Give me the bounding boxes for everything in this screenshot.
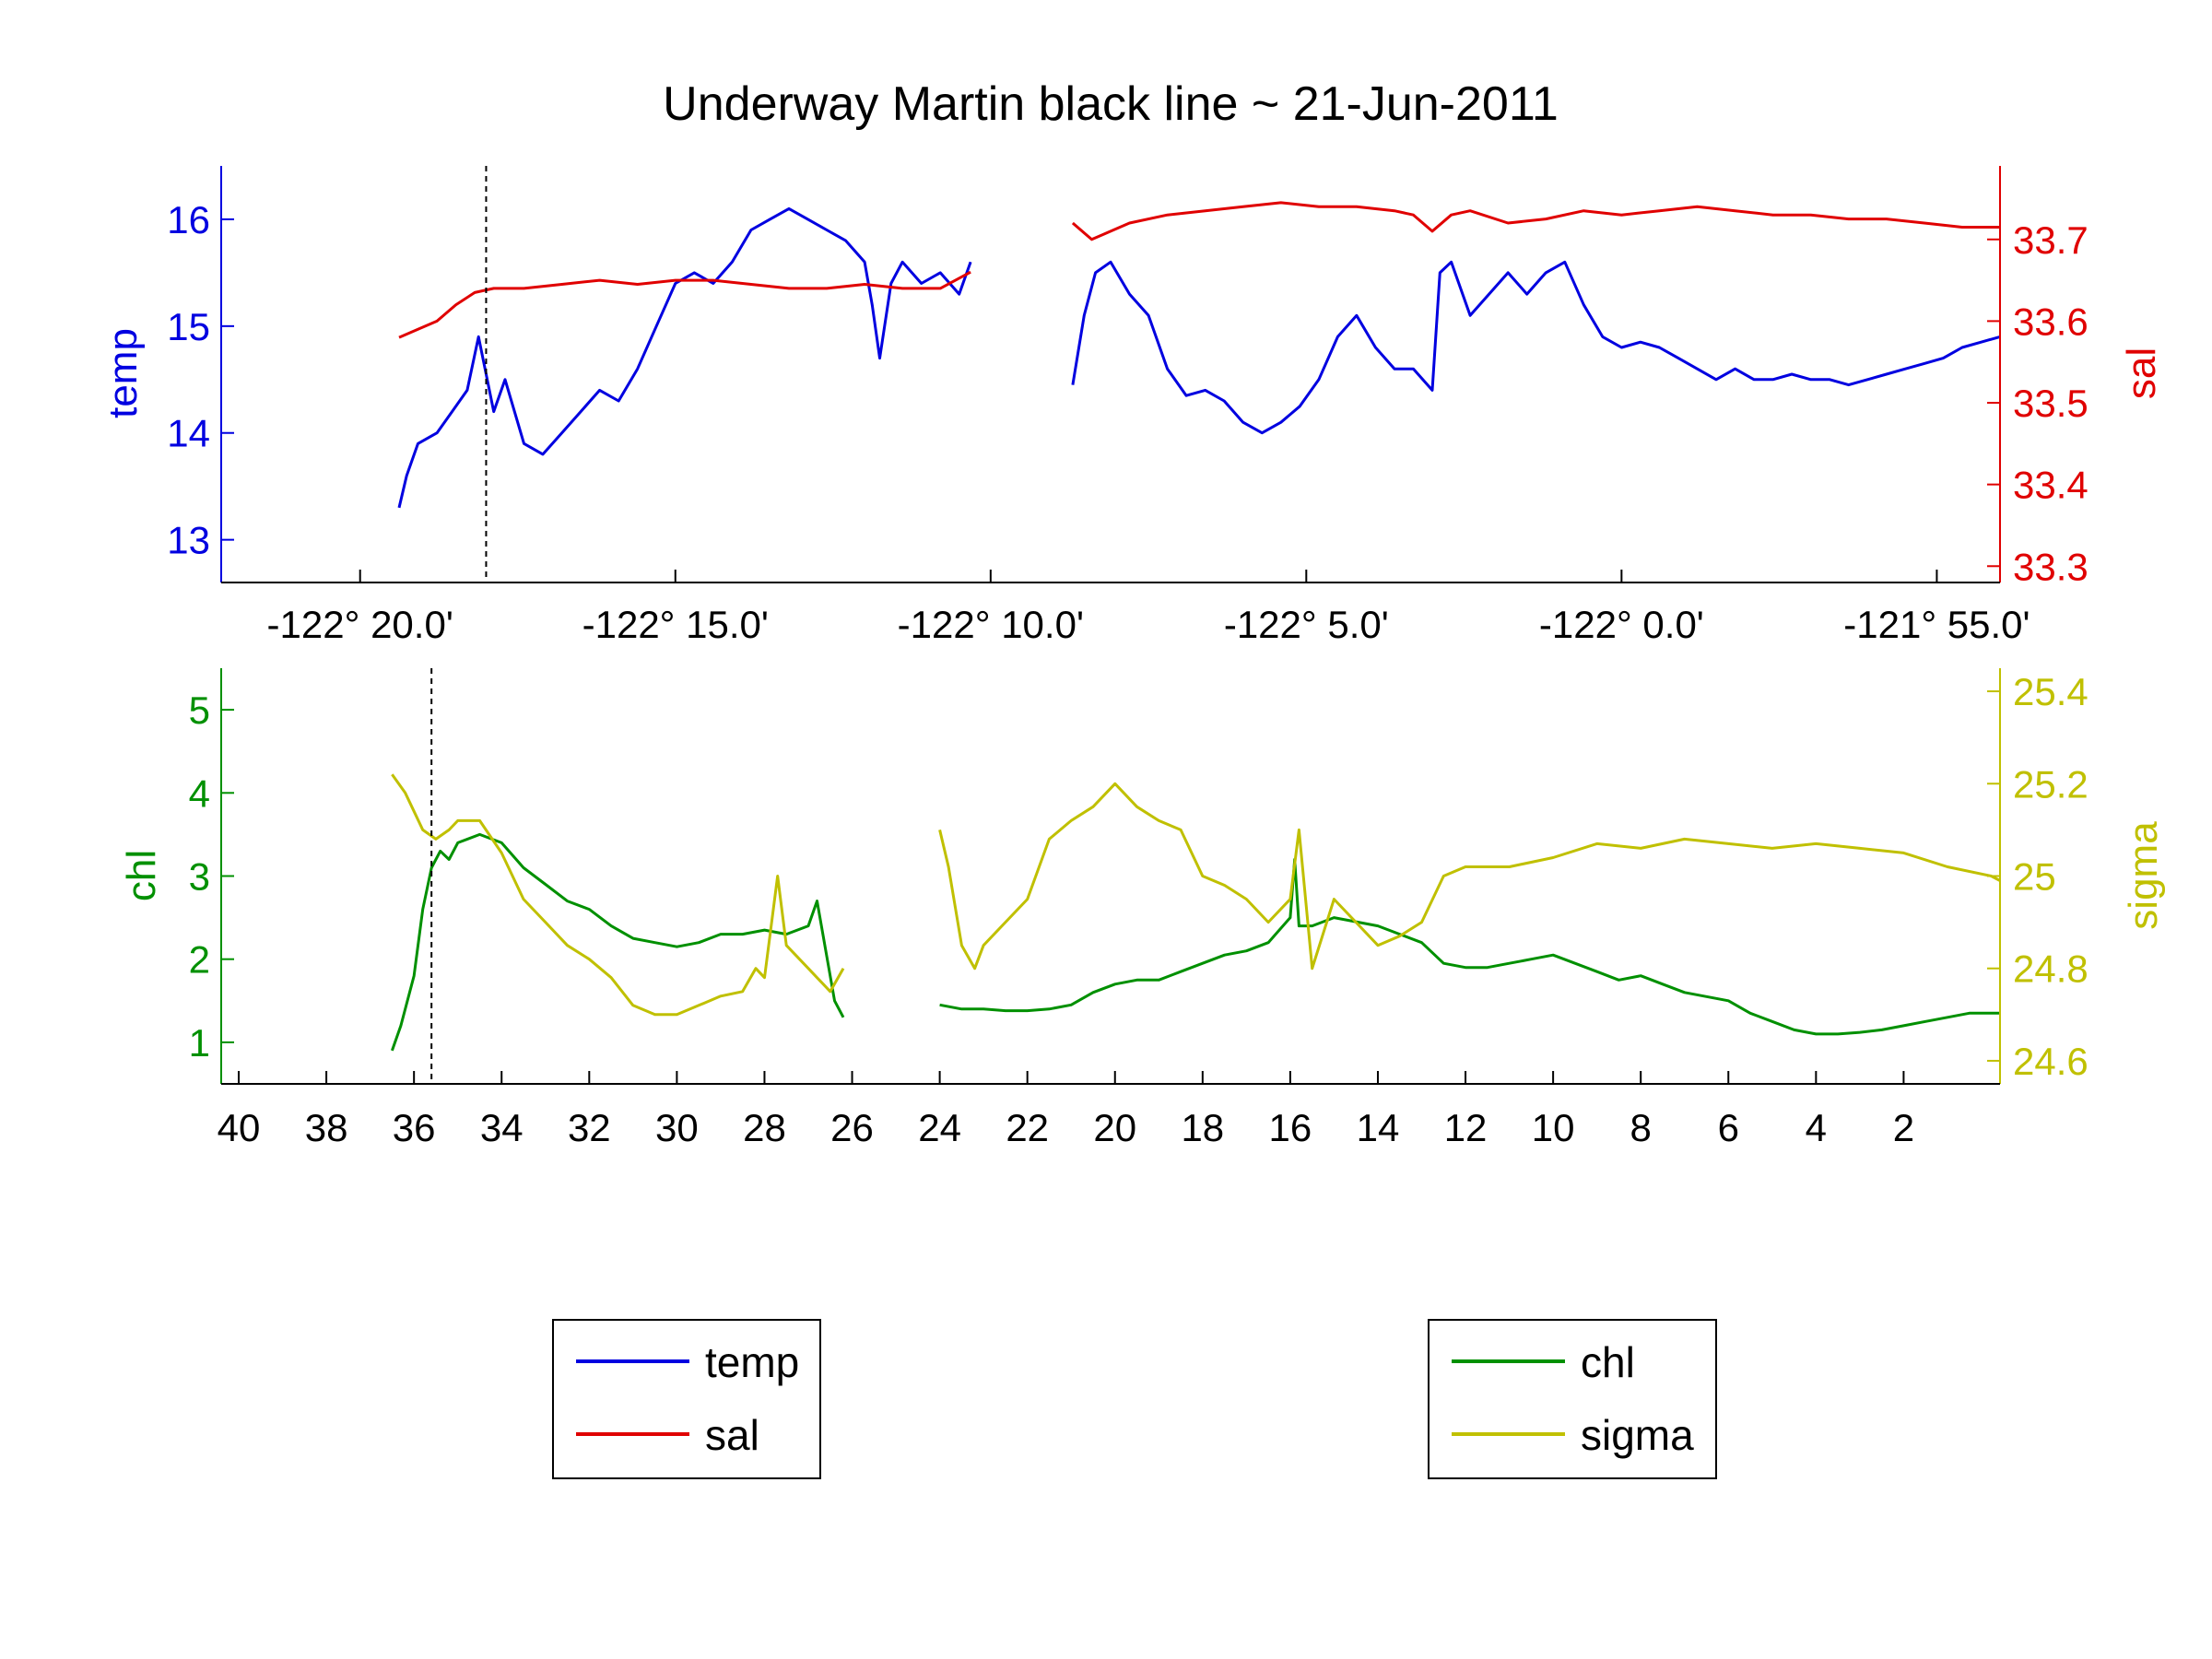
x-tick-label: 20 bbox=[1093, 1106, 1136, 1149]
temp-axis-label: temp bbox=[100, 328, 146, 418]
x-tick-label: 38 bbox=[305, 1106, 348, 1149]
x-tick-label: -122° 0.0' bbox=[1539, 603, 1704, 646]
legend-chl-sigma: chl sigma bbox=[1428, 1319, 1717, 1479]
legend-box bbox=[1428, 1319, 1717, 1479]
legend-temp-sal: temp sal bbox=[552, 1319, 821, 1479]
left-y-tick-label: 5 bbox=[189, 688, 210, 732]
x-tick-label: 2 bbox=[1893, 1106, 1914, 1149]
x-tick-label: 10 bbox=[1532, 1106, 1575, 1149]
right-y-tick-label: 25.2 bbox=[2013, 762, 2088, 806]
top-panel: -122° 20.0' -122° 15.0' -122° 10.0' -122° 5… bbox=[100, 166, 2164, 646]
x-tick-label: 28 bbox=[743, 1106, 786, 1149]
right-y-tick-label: 24.8 bbox=[2013, 947, 2088, 991]
right-y-tick-label: 33.3 bbox=[2013, 545, 2088, 588]
chl-series-line-1 bbox=[390, 832, 845, 1052]
x-tick-label: 8 bbox=[1630, 1106, 1652, 1149]
right-y-tick-label: 33.7 bbox=[2013, 218, 2088, 262]
left-y-tick-label: 4 bbox=[189, 771, 210, 815]
left-y-tick-label: 14 bbox=[167, 412, 210, 455]
x-tick-label: -122° 15.0' bbox=[582, 603, 769, 646]
left-y-tick-label: 15 bbox=[167, 305, 210, 348]
x-tick-label: 18 bbox=[1181, 1106, 1224, 1149]
sigma-series-line-1 bbox=[391, 773, 845, 1017]
x-tick-label: 22 bbox=[1006, 1106, 1049, 1149]
x-tick-label: -121° 55.0' bbox=[1843, 603, 2030, 646]
left-y-tick-label: 3 bbox=[189, 855, 210, 899]
left-y-tick-label: 13 bbox=[167, 519, 210, 562]
x-tick-label: 12 bbox=[1444, 1106, 1488, 1149]
right-y-tick-label: 24.6 bbox=[2013, 1040, 2088, 1083]
x-tick-label: 24 bbox=[918, 1106, 961, 1149]
x-tick-label: -122° 10.0' bbox=[898, 603, 1084, 646]
left-y-tick-label: 2 bbox=[189, 938, 210, 982]
legend-label-temp: temp bbox=[705, 1338, 799, 1386]
right-y-tick-label: 33.4 bbox=[2013, 464, 2088, 507]
bottom-panel: 40 38 36 34 32 30 28 26 24 22 20 18 16 14 12 10 8 6 4 21234… bbox=[119, 668, 2166, 1149]
x-tick-label: 32 bbox=[568, 1106, 611, 1149]
right-y-tick-label: 25.4 bbox=[2013, 670, 2088, 713]
x-tick-label: -122° 5.0' bbox=[1224, 603, 1389, 646]
right-y-tick-label: 25 bbox=[2013, 855, 2056, 899]
sigma-series-line-2 bbox=[938, 782, 2001, 971]
right-y-tick-label: 33.5 bbox=[2013, 382, 2088, 425]
x-tick-label: 26 bbox=[830, 1106, 874, 1149]
x-tick-label: -122° 20.0' bbox=[267, 603, 453, 646]
sigma-axis-label: sigma bbox=[2121, 821, 2166, 930]
sal-series-line-2 bbox=[1071, 201, 2000, 241]
sal-axis-label: sal bbox=[2119, 347, 2164, 399]
temp-series-line-2 bbox=[1071, 260, 2001, 435]
left-y-tick-label: 16 bbox=[167, 198, 210, 241]
x-tick-label: 16 bbox=[1269, 1106, 1312, 1149]
x-tick-label: 14 bbox=[1357, 1106, 1400, 1149]
chart-title: Underway Martin black line ~ 21-Jun-2011 bbox=[663, 77, 1559, 131]
left-y-tick-label: 1 bbox=[189, 1021, 210, 1065]
legend-label-chl: chl bbox=[1581, 1338, 1635, 1386]
x-tick-label: 4 bbox=[1806, 1106, 1827, 1149]
temp-series-line-1 bbox=[397, 206, 972, 509]
chl-series-line-2 bbox=[939, 858, 2000, 1036]
x-tick-label: 34 bbox=[480, 1106, 524, 1149]
x-tick-label: 30 bbox=[655, 1106, 699, 1149]
chl-axis-label: chl bbox=[119, 850, 164, 901]
legend-label-sigma: sigma bbox=[1581, 1411, 1694, 1459]
x-tick-label: 36 bbox=[393, 1106, 436, 1149]
legend-label-sal: sal bbox=[705, 1411, 759, 1459]
right-y-tick-label: 33.6 bbox=[2013, 300, 2088, 343]
x-tick-label: 6 bbox=[1718, 1106, 1739, 1149]
x-tick-label: 40 bbox=[218, 1106, 261, 1149]
legend-box bbox=[552, 1319, 821, 1479]
sal-series-line-1 bbox=[398, 270, 971, 339]
